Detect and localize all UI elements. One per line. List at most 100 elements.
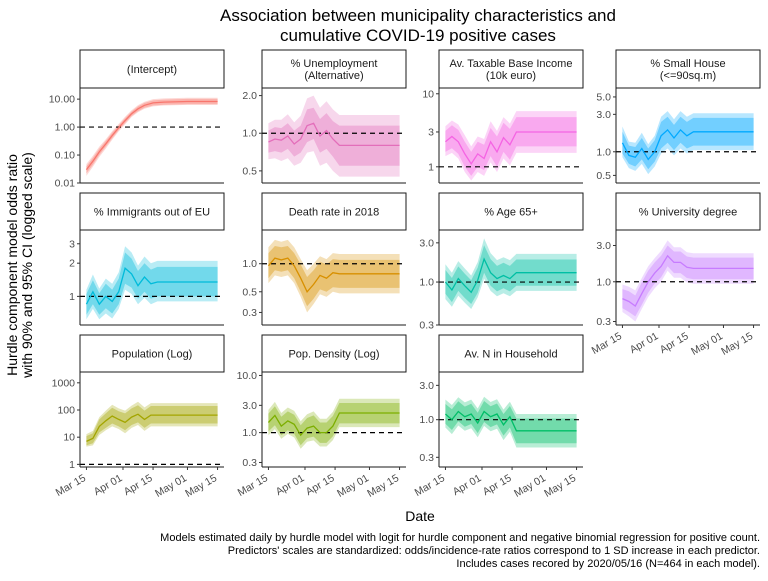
y-axis-title-line-1: Hurdle component model odds ratio bbox=[4, 154, 20, 376]
facet-panel: Av. Taxable Base Income(10k euro) 1 3 10 bbox=[422, 49, 584, 184]
facet-strip: % University degree bbox=[615, 192, 761, 231]
strip-label: % University degree bbox=[639, 207, 737, 219]
y-tick-label: 0.5 bbox=[242, 286, 257, 298]
chart-caption: Models estimated daily by hurdle model w… bbox=[160, 532, 760, 570]
ci95-ribbon bbox=[86, 97, 218, 176]
facet-panel: % University degree 0.3 1.0 3.0 Mar 15 Apr 01… bbox=[590, 192, 761, 358]
facet-strip: Population (Log) bbox=[79, 334, 225, 373]
ci95-ribbon bbox=[268, 95, 400, 177]
ci90-ribbon bbox=[622, 245, 754, 317]
strip-box bbox=[261, 334, 407, 373]
strip-label: % Small House bbox=[650, 58, 725, 70]
facet-strip: % Unemployment(Alternative) bbox=[261, 49, 407, 89]
y-tick-label: 10 bbox=[422, 88, 434, 100]
y-tick-label: 3 bbox=[428, 126, 434, 138]
estimate-line bbox=[268, 122, 400, 147]
ci95-ribbon bbox=[86, 246, 218, 320]
strip-label: Population (Log) bbox=[112, 349, 193, 361]
strip-label: Pop. Density (Log) bbox=[288, 349, 379, 361]
x-tick-label: May 15 bbox=[365, 472, 401, 500]
facet-panel: % Small House(<=90sq.m) 0.5 1.0 3.0 5.0 bbox=[596, 49, 761, 184]
facet-strip: % Age 65+ bbox=[438, 192, 584, 231]
estimate-line bbox=[267, 412, 400, 437]
x-tick-label: May 01 bbox=[335, 472, 371, 500]
y-tick-label: 100 bbox=[57, 405, 75, 417]
y-tick-label: 2 bbox=[69, 258, 75, 270]
x-tick-label: Apr 01 bbox=[451, 472, 484, 498]
y-tick-label: 1.0 bbox=[596, 146, 611, 158]
strip-label: Av. N in Household bbox=[464, 349, 557, 361]
ci95-ribbon bbox=[268, 239, 400, 313]
facet-panel: % Age 65+ 0.3 1.0 3.0 bbox=[419, 192, 584, 332]
x-tick-label: Apr 01 bbox=[628, 330, 661, 356]
caption-line-3: Includes cases recored by 2020/05/16 (N=… bbox=[456, 558, 760, 570]
y-tick-label: 3.0 bbox=[596, 109, 611, 121]
ci95-ribbon bbox=[445, 111, 577, 181]
strip-box bbox=[79, 334, 225, 373]
y-tick-label: 2.0 bbox=[242, 90, 257, 102]
strip-box bbox=[79, 192, 225, 231]
strip-label: % Unemployment bbox=[291, 58, 378, 70]
y-tick-label: 1.0 bbox=[419, 277, 434, 289]
ci90-ribbon bbox=[445, 401, 577, 444]
strip-label: Death rate in 2018 bbox=[289, 207, 380, 219]
strip-box bbox=[261, 192, 407, 231]
estimate-line bbox=[621, 128, 754, 161]
facet-panel: % Unemployment(Alternative) 0.5 1.0 2.0 bbox=[242, 49, 407, 184]
x-tick-label: May 15 bbox=[183, 472, 219, 500]
estimate-line bbox=[86, 413, 218, 442]
strip-box bbox=[79, 49, 225, 89]
ci95-ribbon bbox=[445, 396, 577, 448]
facet-panel: Population (Log) 1 10 100 1000 Mar 15 Apr 01Ap… bbox=[52, 334, 225, 500]
y-axis-title-line-2: with 90% and 95% CI (logged scale) bbox=[19, 152, 35, 379]
y-tick-label: 10 bbox=[63, 432, 75, 444]
chart-title-line-2: cumulative COVID-19 positive cases bbox=[280, 26, 556, 45]
y-tick-label: 0.01 bbox=[55, 178, 76, 190]
estimate-line bbox=[444, 410, 577, 432]
facet-strip: Av. N in Household bbox=[438, 334, 584, 373]
x-axis-title: Date bbox=[405, 508, 435, 524]
facet-strip: % Small House(<=90sq.m) bbox=[615, 49, 761, 89]
y-tick-label: 1000 bbox=[52, 377, 76, 389]
facet-panel: Death rate in 2018 0.3 0.5 1.0 bbox=[242, 192, 407, 326]
facet-panel: Av. N in Household 0.3 1.0 3.0 Mar 15 Apr 01A… bbox=[413, 334, 584, 500]
y-tick-label: 0.5 bbox=[242, 165, 257, 177]
strip-box bbox=[615, 49, 761, 89]
x-tick-label: Mar 15 bbox=[54, 472, 88, 499]
strip-label: % Immigrants out of EU bbox=[94, 207, 210, 219]
strip-label: (<=90sq.m) bbox=[660, 70, 716, 82]
ci90-ribbon bbox=[268, 246, 400, 307]
ci90-ribbon bbox=[268, 107, 400, 166]
y-tick-label: 5.0 bbox=[596, 91, 611, 103]
y-axis-title: Hurdle component model odds ratio with 9… bbox=[4, 152, 35, 379]
x-tick-label: Mar 15 bbox=[590, 330, 624, 357]
y-tick-label: 0.3 bbox=[242, 307, 257, 319]
y-tick-label: 3.0 bbox=[419, 380, 434, 392]
x-tick-label: May 15 bbox=[542, 472, 578, 500]
y-tick-label: 0.10 bbox=[55, 150, 76, 162]
strip-box bbox=[438, 334, 584, 373]
y-tick-label: 3.0 bbox=[596, 240, 611, 252]
x-tick-label: Apr 01 bbox=[274, 472, 307, 498]
estimate-line bbox=[85, 100, 218, 171]
x-tick-label: Apr 01 bbox=[92, 472, 125, 498]
facet-strip: (Intercept) bbox=[79, 49, 225, 89]
ci90-ribbon bbox=[86, 98, 218, 174]
x-tick-label: Apr 15 bbox=[658, 330, 691, 356]
y-tick-label: 0.3 bbox=[419, 452, 434, 464]
x-tick-label: May 01 bbox=[689, 330, 725, 358]
caption-line-1: Models estimated daily by hurdle model w… bbox=[160, 532, 760, 544]
strip-label: % Age 65+ bbox=[484, 207, 538, 219]
estimate-line bbox=[444, 257, 577, 294]
y-tick-label: 0.3 bbox=[596, 316, 611, 328]
facet-strip: Death rate in 2018 bbox=[261, 192, 407, 231]
y-tick-label: 1.0 bbox=[242, 258, 257, 270]
x-tick-label: Apr 15 bbox=[481, 472, 514, 498]
y-tick-label: 3.0 bbox=[419, 237, 434, 249]
y-tick-label: 0.3 bbox=[242, 457, 257, 469]
ci90-ribbon bbox=[445, 245, 577, 304]
y-tick-label: 0.5 bbox=[596, 170, 611, 182]
